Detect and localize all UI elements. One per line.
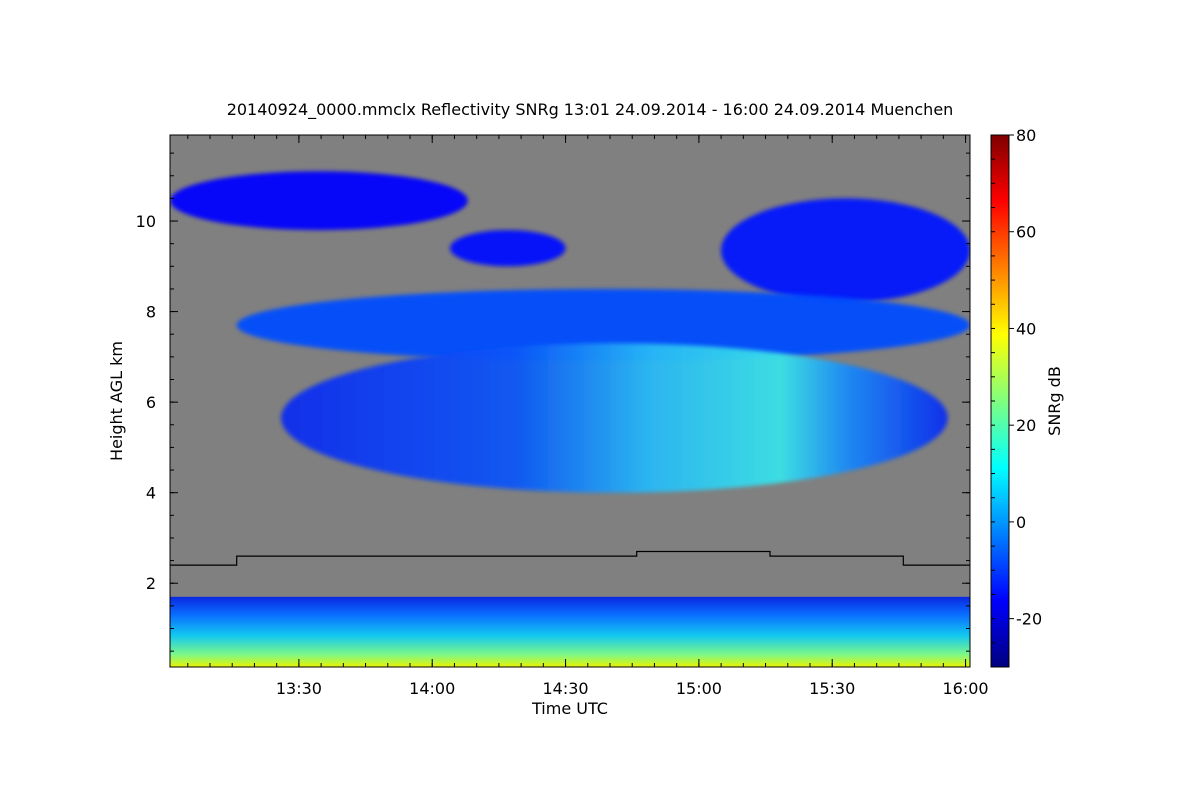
x-tick-label: 15:30 — [809, 679, 855, 698]
cloud-layers — [170, 171, 970, 667]
chart-title: 20140924_0000.mmclx Reflectivity SNRg 13… — [227, 100, 954, 120]
cloud-layer — [236, 288, 970, 362]
boundary-layer-line — [170, 550, 970, 566]
colorbar-tick-label: 80 — [1016, 126, 1036, 145]
y-tick-label: 10 — [136, 212, 156, 231]
cloud-layer — [450, 230, 566, 267]
x-tick-label: 15:00 — [676, 679, 722, 698]
colorbar-tick-label: 20 — [1016, 416, 1036, 435]
colorbar: -20 0 20 40 60 80 SNRg dB — [990, 126, 1064, 668]
plot-area — [169, 134, 971, 668]
y-axis-label: Height AGL km — [107, 341, 126, 461]
x-axis: 13:30 14:00 14:30 15:00 15:30 16:00 — [187, 135, 989, 698]
x-tick-label: 16:00 — [943, 679, 989, 698]
cloud-layer — [170, 171, 468, 231]
colorbar-tick-label: 60 — [1016, 223, 1036, 242]
colorbar-tick-label: 40 — [1016, 319, 1036, 338]
colorbar-label: SNRg dB — [1045, 366, 1064, 436]
y-tick-label: 6 — [146, 393, 156, 412]
cloud-layer — [721, 198, 970, 303]
y-tick-label: 4 — [146, 484, 156, 503]
x-axis-label: Time UTC — [531, 699, 608, 718]
x-tick-label: 13:30 — [276, 679, 322, 698]
colorbar-ticks: -20 0 20 40 60 80 — [991, 126, 1042, 668]
x-tick-label: 14:00 — [409, 679, 455, 698]
colorbar-tick-label: -20 — [1016, 610, 1042, 629]
y-tick-label: 8 — [146, 303, 156, 322]
x-tick-label: 14:30 — [543, 679, 589, 698]
cloud-layer — [281, 343, 948, 493]
y-tick-label: 2 — [146, 574, 156, 593]
plot-frame — [169, 134, 971, 668]
colorbar-tick-label: 0 — [1016, 513, 1026, 532]
cloud-layer — [170, 596, 970, 667]
y-axis: 2 4 6 8 10 — [136, 152, 970, 652]
